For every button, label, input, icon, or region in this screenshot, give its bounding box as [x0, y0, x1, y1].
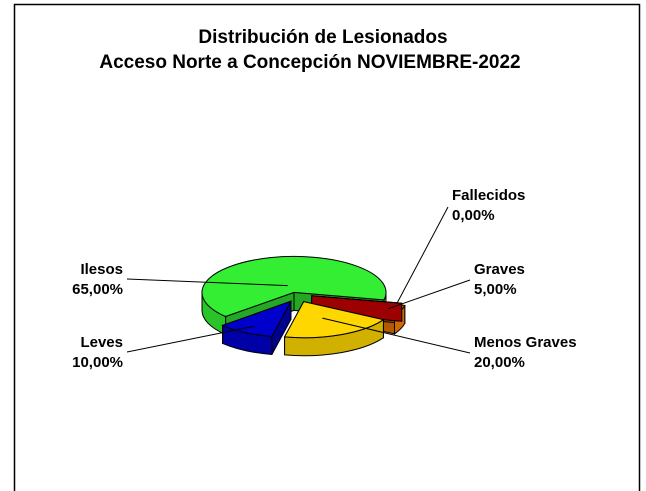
leader-line	[396, 206, 449, 304]
slice-label: Fallecidos	[452, 187, 525, 204]
slice-label: Ilesos	[80, 261, 123, 278]
chart-title: Distribución de Lesionados	[198, 27, 447, 48]
leader-line	[322, 317, 471, 354]
slice-value-label: 20,00%	[474, 354, 525, 371]
slice-value-label: 10,00%	[72, 354, 123, 371]
slice-label: Leves	[80, 334, 123, 351]
slice-value-label: 65,00%	[72, 281, 123, 298]
leader-line	[126, 278, 288, 287]
leader-line	[126, 325, 255, 353]
frame	[13, 3, 641, 491]
slice	[221, 300, 293, 338]
chart-subtitle: Acceso Norte a Concepción NOVIEMBRE-2022	[99, 52, 520, 73]
leader-line	[387, 279, 471, 310]
slice-value-label: 0,00%	[452, 207, 495, 224]
slice	[311, 295, 402, 304]
slice-value-label: 5,00%	[474, 281, 517, 298]
slice-label: Menos Graves	[474, 334, 577, 351]
slice	[283, 301, 385, 339]
slice	[201, 255, 387, 318]
slice-label: Graves	[474, 261, 525, 278]
